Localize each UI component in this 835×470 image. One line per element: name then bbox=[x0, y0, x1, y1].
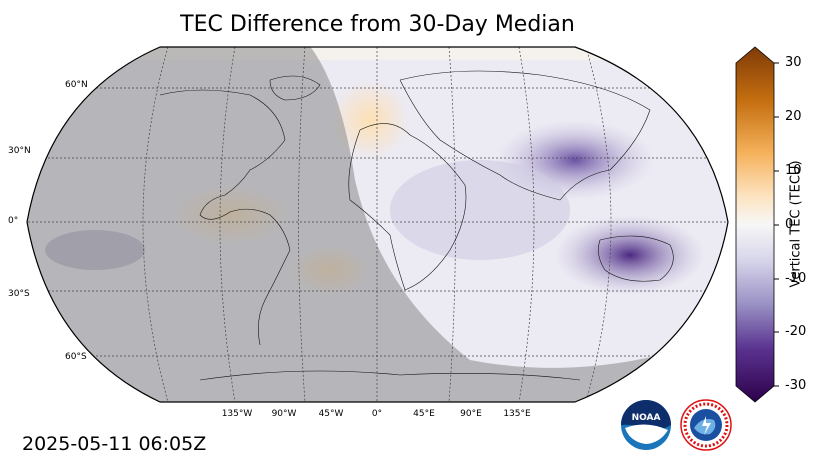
night-shading bbox=[27, 47, 728, 402]
lat-label: 30°S bbox=[8, 289, 30, 299]
lon-label: 135°W bbox=[221, 409, 253, 419]
coastlines bbox=[159, 70, 674, 381]
colorbar-tick: -10 bbox=[785, 271, 807, 286]
noaa-logo: NOAA bbox=[621, 400, 671, 450]
colorbar-tick: 0 bbox=[785, 217, 794, 232]
map-field bbox=[27, 47, 728, 402]
lon-label: 135°E bbox=[503, 409, 531, 419]
svg-text:NOAA: NOAA bbox=[632, 413, 661, 423]
lat-label: 60°N bbox=[65, 80, 88, 90]
colorbar-tick: -20 bbox=[785, 324, 807, 339]
colorbar-tick: 30 bbox=[785, 55, 802, 70]
lat-label: 60°S bbox=[65, 352, 87, 362]
map-title: TEC Difference from 30-Day Median bbox=[180, 12, 575, 37]
colorbar bbox=[735, 46, 779, 403]
lat-label: 30°N bbox=[8, 146, 31, 156]
lon-label: 45°E bbox=[413, 409, 435, 419]
colorbar-tick: 20 bbox=[785, 109, 802, 124]
timestamp: 2025-05-11 06:05Z bbox=[22, 433, 207, 455]
national-weather-service-logo bbox=[680, 399, 732, 451]
globe-outline bbox=[26, 46, 729, 403]
lon-label: 90°W bbox=[271, 409, 297, 419]
colorbar-label: Vertical TEC (TECU) bbox=[788, 160, 804, 288]
lon-label: 45°W bbox=[318, 409, 344, 419]
lon-label: 0° bbox=[371, 409, 383, 419]
colorbar-tick: -30 bbox=[785, 378, 807, 393]
colorbar-tick: 10 bbox=[785, 163, 802, 178]
graticule bbox=[27, 47, 728, 402]
lat-label: 0° bbox=[8, 216, 19, 226]
lon-label: 90°E bbox=[460, 409, 482, 419]
